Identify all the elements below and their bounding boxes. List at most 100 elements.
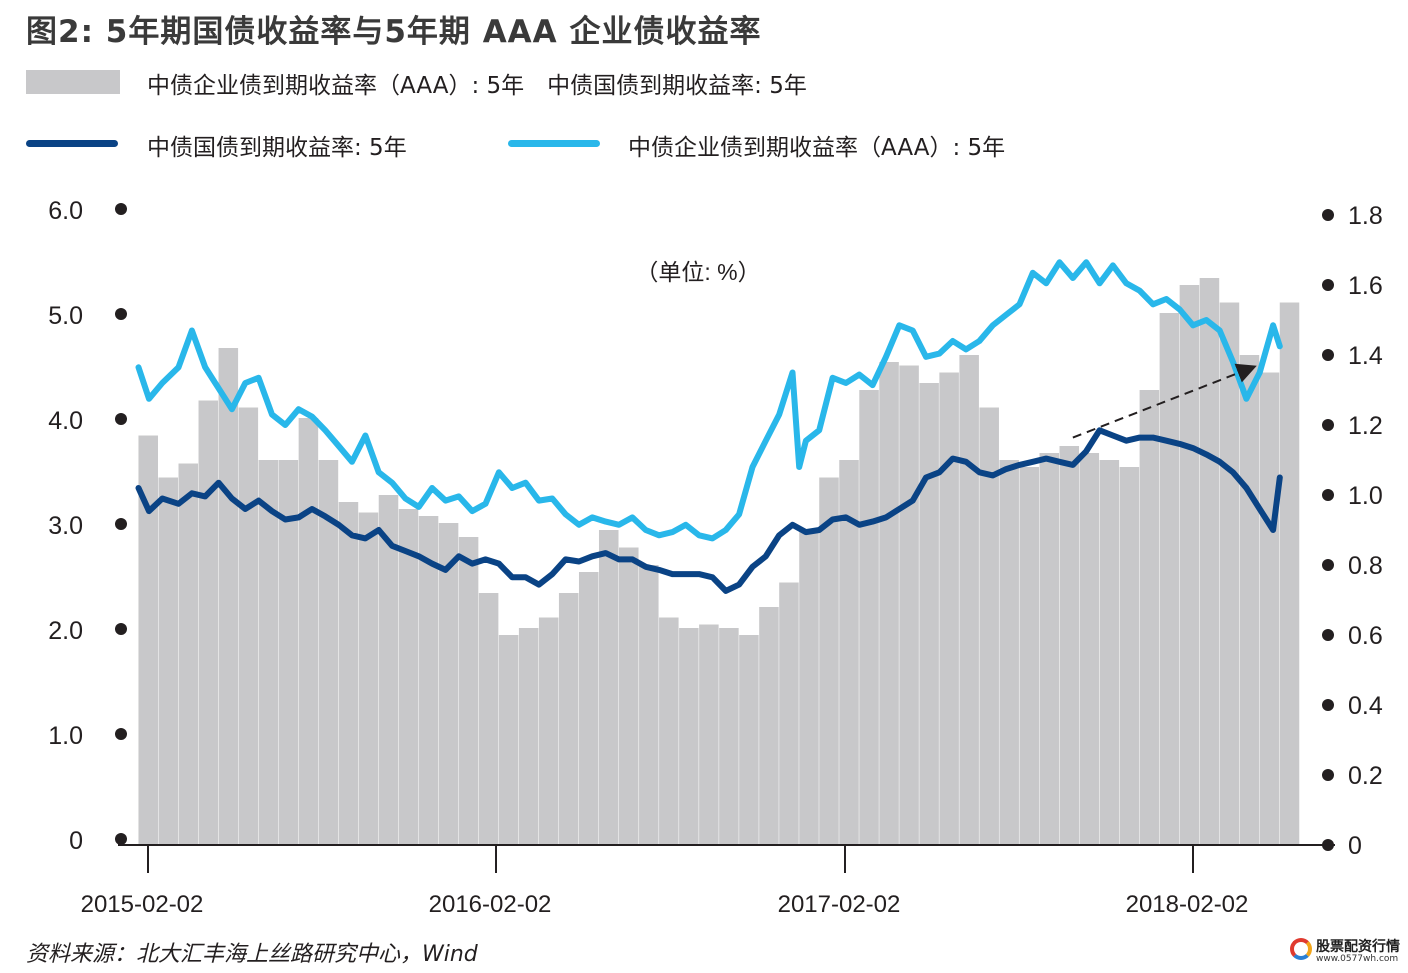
bar [959, 355, 979, 845]
legend-swatch-corp-line [508, 140, 600, 147]
bar [1099, 460, 1120, 845]
bar [1159, 313, 1180, 845]
bar [899, 365, 919, 845]
bar [278, 460, 299, 845]
bar [659, 617, 679, 845]
left-axis-dot [115, 833, 127, 845]
bar [578, 572, 599, 845]
bar [218, 348, 239, 845]
bar [418, 516, 439, 845]
left-axis-dot [115, 413, 127, 425]
left-axis-dot [115, 308, 127, 320]
legend-swatch-bar [26, 70, 120, 94]
x-tick-label: 2016-02-02 [429, 891, 552, 918]
bar [358, 512, 379, 845]
bar [458, 537, 479, 845]
right-tick-label: 0 [1348, 832, 1362, 860]
legend-label-gov-line: 中债国债到期收益率: 5年 [147, 135, 407, 161]
bar [158, 477, 179, 845]
right-axis-dot [1322, 279, 1334, 291]
bar [1059, 446, 1080, 845]
gov-yield-line [135, 427, 1283, 594]
bar [1219, 302, 1240, 845]
right-axis-dot [1322, 489, 1334, 501]
bar [939, 372, 959, 845]
bar [839, 460, 859, 845]
left-tick-label: 1.0 [48, 722, 83, 750]
corp-yield-line [135, 259, 1283, 542]
right-tick-label: 0.6 [1348, 622, 1383, 650]
annotation-layer [1072, 363, 1257, 439]
bar [699, 624, 719, 845]
bar [598, 530, 619, 845]
bar [679, 628, 699, 845]
bar [558, 593, 579, 845]
bar [639, 565, 659, 845]
left-tick-label: 3.0 [48, 512, 83, 540]
bar [478, 593, 499, 845]
bar [138, 435, 158, 845]
bar [819, 477, 839, 845]
left-tick-label: 2.0 [48, 617, 83, 645]
bar [198, 400, 219, 845]
bar [338, 502, 359, 845]
bar [799, 530, 819, 845]
bar [378, 495, 399, 845]
watermark-logo-icon [1290, 938, 1312, 960]
right-tick-label: 0.4 [1348, 692, 1383, 720]
left-tick-label: 6.0 [48, 197, 83, 225]
bar [1259, 372, 1280, 845]
source-note: 资料来源：北大汇丰海上丝路研究中心，Wind [26, 942, 478, 967]
bar [759, 607, 779, 845]
bar [1079, 453, 1100, 845]
bar [779, 582, 799, 845]
bar [258, 460, 279, 845]
bar [1199, 278, 1220, 845]
bar [1039, 453, 1060, 845]
bar [719, 628, 739, 845]
bar [1239, 355, 1260, 845]
bar [1119, 467, 1140, 845]
bar [518, 628, 539, 845]
bar [498, 635, 519, 845]
bar [739, 635, 759, 845]
bar [879, 362, 899, 845]
bar [999, 460, 1019, 845]
bar [1139, 390, 1160, 845]
right-axis-dot [1322, 839, 1334, 851]
bar [238, 407, 259, 845]
right-tick-label: 1.8 [1348, 202, 1383, 230]
right-tick-label: 0.2 [1348, 762, 1383, 790]
left-axis-dot [115, 623, 127, 635]
right-tick-label: 1.6 [1348, 272, 1383, 300]
bar [318, 460, 339, 845]
left-axis-dot [115, 728, 127, 740]
trend-arrow [1072, 363, 1257, 439]
bar-series-layer [138, 278, 1300, 845]
bar [1179, 285, 1200, 845]
axes-layer: 2015-02-02 2016-02-02 2017-02-02 2018-02-02… [48, 197, 1383, 918]
right-axis-dot [1322, 559, 1334, 571]
legend-label-bar: 中债企业债到期收益率（AAA）: 5年 中债国债到期收益率: 5年 [147, 73, 807, 99]
watermark-url: www.0577wh.com [1316, 954, 1399, 964]
left-axis-dot [115, 518, 127, 530]
bar [619, 547, 639, 845]
legend-label-corp-line: 中债企业债到期收益率（AAA）: 5年 [628, 135, 1006, 161]
bar [538, 617, 559, 845]
right-axis-dot [1322, 349, 1334, 361]
right-axis-dot [1322, 629, 1334, 641]
legend-swatch-gov-line [26, 140, 118, 147]
watermark: 股票配资行情 www.0577wh.com [1290, 934, 1402, 968]
right-tick-label: 0.8 [1348, 552, 1383, 580]
bar [298, 418, 319, 845]
right-axis-dot [1322, 419, 1334, 431]
bar [1279, 302, 1300, 845]
x-tick-label: 2018-02-02 [1126, 891, 1249, 918]
bar [979, 407, 999, 845]
right-axis-dot [1322, 209, 1334, 221]
watermark-title: 股票配资行情 [1316, 939, 1400, 955]
chart-title: 图2: 5年期国债收益率与5年期 AAA 企业债收益率 [26, 14, 762, 50]
bar [178, 463, 199, 845]
right-tick-label: 1.0 [1348, 482, 1383, 510]
